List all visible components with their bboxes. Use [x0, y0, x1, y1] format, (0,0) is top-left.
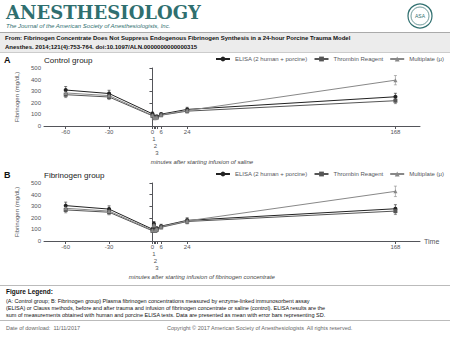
svg-text:(ELISA) or Clauss methods, bef: (ELISA) or Clauss methods, before and af… [6, 305, 325, 311]
svg-text:2: 2 [154, 258, 158, 264]
svg-text:The Journal of the American So: The Journal of the American Society of A… [6, 23, 170, 29]
svg-text:ELISA (2 human + porcine): ELISA (2 human + porcine) [235, 171, 307, 177]
svg-text:Thrombin Reagent: Thrombin Reagent [334, 171, 384, 177]
svg-text:(A: Control group; B: Fibrinog: (A: Control group; B: Fibrinogen group) … [6, 298, 310, 304]
svg-text:400: 400 [31, 77, 42, 83]
svg-text:From: Fibrinogen Concentrate D: From: Fibrinogen Concentrate Does Not Su… [5, 35, 351, 41]
svg-text:24: 24 [184, 129, 191, 135]
svg-text:500: 500 [31, 65, 42, 71]
svg-text:Fibrinogen (mg/dL): Fibrinogen (mg/dL) [14, 187, 20, 238]
svg-text:500: 500 [31, 180, 42, 186]
svg-text:-60: -60 [61, 129, 70, 135]
svg-text:300: 300 [31, 88, 42, 94]
svg-text:ELISA (2 human + porcine): ELISA (2 human + porcine) [235, 56, 307, 62]
svg-text:Multiplate (μ): Multiplate (μ) [409, 56, 444, 62]
svg-text:3: 3 [155, 150, 159, 156]
svg-text:Multiplate (μ): Multiplate (μ) [409, 171, 444, 177]
svg-text:A: A [4, 55, 11, 65]
svg-text:Figure Legend:: Figure Legend: [6, 288, 53, 296]
svg-text:200: 200 [31, 100, 42, 106]
svg-text:-30: -30 [105, 129, 114, 135]
svg-text:minutes after starting infusio: minutes after starting infusion of salin… [151, 159, 254, 165]
svg-text:400: 400 [31, 192, 42, 198]
svg-text:168: 168 [390, 129, 401, 135]
svg-text:Copyright © 2017 American Soci: Copyright © 2017 American Society of Ane… [167, 325, 353, 331]
svg-text:Anesthes. 2014;121(4):753-764.: Anesthes. 2014;121(4):753-764. doi:10.10… [5, 44, 198, 50]
svg-text:100: 100 [31, 226, 42, 232]
svg-text:0: 0 [38, 238, 42, 244]
svg-text:168: 168 [390, 244, 401, 250]
svg-text:300: 300 [31, 203, 42, 209]
svg-text:200: 200 [31, 215, 42, 221]
svg-text:3: 3 [155, 265, 159, 271]
svg-text:-30: -30 [105, 244, 114, 250]
svg-text:100: 100 [31, 111, 42, 117]
svg-text:Fibrinogen group: Fibrinogen group [44, 171, 105, 180]
svg-text:B: B [4, 170, 11, 180]
svg-text:6: 6 [159, 129, 163, 135]
svg-text:6: 6 [159, 244, 163, 250]
svg-text:Fibrinogen (mg/dL): Fibrinogen (mg/dL) [14, 72, 20, 123]
svg-text:2: 2 [154, 143, 158, 149]
svg-text:Date of download: 11/11/2017: Date of download: 11/11/2017 [6, 325, 80, 331]
svg-text:0: 0 [151, 244, 155, 250]
svg-text:ASA: ASA [415, 13, 426, 19]
svg-text:1: 1 [152, 251, 156, 257]
svg-text:Time: Time [424, 238, 439, 245]
svg-text:24: 24 [184, 244, 191, 250]
svg-text:minutes after starting infusio: minutes after starting infusion of fibri… [129, 274, 276, 280]
svg-text:Control group: Control group [44, 56, 93, 65]
svg-text:Thrombin Reagent: Thrombin Reagent [334, 56, 384, 62]
svg-text:ANESTHESIOLOGY: ANESTHESIOLOGY [5, 2, 202, 23]
svg-text:-60: -60 [61, 244, 70, 250]
svg-text:sum of measurements obtained w: sum of measurements obtained with human … [6, 312, 326, 318]
svg-text:0: 0 [38, 123, 42, 129]
svg-text:1: 1 [152, 136, 156, 142]
svg-text:0: 0 [151, 129, 155, 135]
